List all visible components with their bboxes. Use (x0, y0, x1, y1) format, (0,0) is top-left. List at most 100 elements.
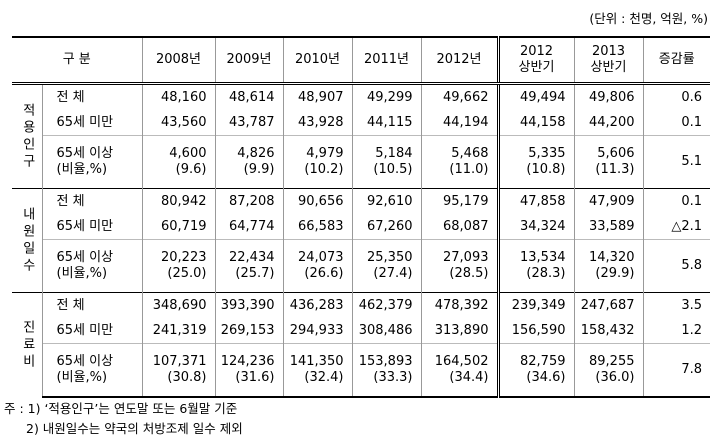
value-cell: 247,687 (573, 292, 644, 318)
value-cell: 436,283 (282, 292, 353, 318)
ratio: (9.6) (175, 162, 207, 177)
value: 348,690 (152, 297, 207, 313)
row-label: 65세 이상 (비율,%) (41, 239, 143, 293)
value: 44,200 (589, 114, 635, 130)
value: 67,260 (367, 218, 413, 234)
header-cell: 2010년 (282, 36, 353, 85)
row-label-text: 65세 미만 (56, 114, 114, 130)
value-cell: 14,320 (29.9) (573, 239, 644, 293)
value-cell: 269,153 (214, 318, 284, 344)
value-cell: 44,200 (573, 110, 644, 136)
table-row: 65세 미만 60,719 64,774 66,583 67,260 68,087 34,3… (12, 214, 710, 240)
value: 5,468 (451, 146, 489, 161)
value-cell: 294,933 (282, 318, 353, 344)
ratio: (34.4) (449, 370, 489, 385)
row-label-text: 65세 이상 (56, 250, 114, 265)
value-cell: 308,486 (351, 318, 422, 344)
value-cell: 393,390 (214, 292, 284, 318)
rate-cell: 0.6 (642, 83, 710, 110)
value: 478,392 (434, 297, 489, 313)
header-cell: 구 분 (12, 36, 143, 85)
value: 294,933 (289, 322, 344, 338)
row-label: 전 체 (41, 292, 143, 318)
value-cell: 82,759 (34.6) (496, 343, 575, 398)
value: 43,928 (298, 114, 344, 130)
value-cell: 5,184 (10.5) (351, 135, 422, 189)
header-cell: 2012 상반기 (496, 36, 575, 85)
value-cell: 48,907 (282, 83, 353, 110)
ratio: (34.6) (526, 370, 566, 385)
value: 60,719 (161, 218, 207, 234)
value-cell: 478,392 (420, 292, 499, 318)
value: 48,614 (229, 89, 275, 105)
row-sub-label: (비율,%) (56, 370, 108, 385)
value: 5,184 (375, 146, 413, 161)
row-label: 65세 미만 (41, 214, 143, 240)
value: 92,610 (367, 193, 413, 209)
value-cell: 43,928 (282, 110, 353, 136)
value-cell: 24,073 (26.6) (282, 239, 353, 293)
unit-label: (단위 : 천명, 억원, %) (589, 11, 708, 26)
ratio: (10.2) (304, 162, 344, 177)
row-label-text: 65세 이상 (56, 354, 114, 369)
value-cell: 239,349 (496, 292, 575, 318)
value: 393,390 (220, 297, 275, 313)
row-label: 전 체 (41, 83, 143, 110)
table-row: 적용인구 전 체 48,160 48,614 48,907 49,299 49,662 49,… (12, 83, 710, 189)
value-cell: 49,494 (496, 83, 575, 110)
row-label: 전 체 (41, 188, 143, 214)
value-cell: 80,942 (141, 188, 216, 214)
value: 95,179 (443, 193, 489, 209)
value-cell: 20,223 (25.0) (141, 239, 216, 293)
row-label-text: 65세 이상 (56, 146, 114, 161)
value: 5,335 (528, 146, 566, 161)
value-cell: 241,319 (141, 318, 216, 344)
value-cell: 4,600 (9.6) (141, 135, 216, 189)
value: 124,236 (220, 354, 275, 369)
value: 24,073 (298, 250, 344, 265)
header-cell: 2008년 (141, 36, 216, 85)
ratio: (28.3) (526, 266, 566, 281)
table-row: 내원일수 전 체 80,942 87,208 90,656 92,610 95,179 47,… (12, 188, 710, 293)
row-sub-label: (비율,%) (56, 162, 108, 177)
value: 22,434 (229, 250, 275, 265)
value: 33,589 (589, 218, 635, 234)
value-cell: 25,350 (27.4) (351, 239, 422, 293)
note: 2) 내원일수는 약국의 처방조제 일수 제외 (26, 421, 243, 436)
value: 48,907 (298, 89, 344, 105)
value-cell: 43,560 (141, 110, 216, 136)
row-label-text: 전 체 (56, 89, 85, 105)
value: 27,093 (443, 250, 489, 265)
table-row: 65세 이상 (비율,%) 107,371 (30.8) 124,236 (31.6) 14… (12, 343, 710, 398)
value-cell: 13,534 (28.3) (496, 239, 575, 293)
ratio: (25.0) (167, 266, 207, 281)
value-cell: 67,260 (351, 214, 422, 240)
value: 49,494 (520, 89, 566, 105)
value-cell: 49,299 (351, 83, 422, 110)
value-cell: 348,690 (141, 292, 216, 318)
row-sub-label: (비율,%) (56, 266, 108, 281)
value: 44,194 (443, 114, 489, 130)
note: 주 : 1) ‘적용인구’는 연도말 또는 6월말 기준 (4, 401, 238, 416)
header-cell: 2011년 (351, 36, 422, 85)
value: 247,687 (580, 297, 635, 313)
value-cell: 34,324 (496, 214, 575, 240)
ratio: (30.8) (167, 370, 207, 385)
row-label: 65세 미만 (41, 110, 143, 136)
value-cell: 49,662 (420, 83, 499, 110)
value: 82,759 (520, 354, 566, 369)
value-cell: 33,589 (573, 214, 644, 240)
table-row: 65세 이상 (비율,%) 20,223 (25.0) 22,434 (25.7) 24,0… (12, 239, 710, 293)
ratio: (25.7) (235, 266, 275, 281)
header-cell: 2009년 (214, 36, 284, 85)
table-row: 65세 미만 43,560 43,787 43,928 44,115 44,194 44,1… (12, 110, 710, 136)
value-cell: 95,179 (420, 188, 499, 214)
group-label: 내원일수 (12, 188, 43, 293)
value: 34,324 (520, 218, 566, 234)
ratio: (11.0) (449, 162, 489, 177)
row-label-text: 전 체 (56, 297, 85, 313)
value-cell: 5,335 (10.8) (496, 135, 575, 189)
value: 107,371 (152, 354, 207, 369)
value: 156,590 (511, 322, 566, 338)
